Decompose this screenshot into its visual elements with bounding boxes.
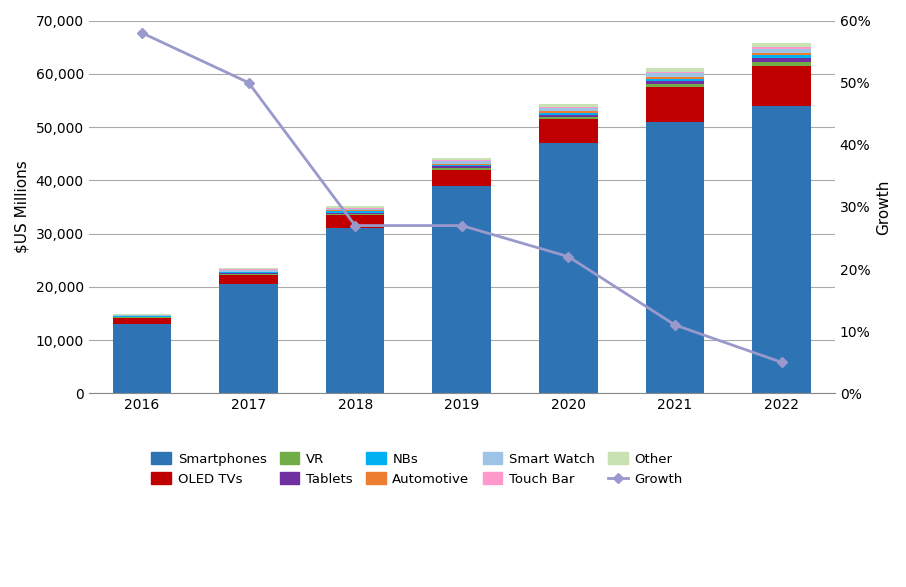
Bar [646,73,704,77]
Growth [350,222,361,229]
Bar [539,107,598,109]
Bar [752,58,811,62]
Bar [112,318,171,324]
Bar [432,165,491,167]
Bar [752,55,811,58]
Y-axis label: Growth: Growth [876,179,891,235]
Bar [539,115,598,117]
Bar [752,106,811,393]
Growth [243,79,254,86]
Bar [219,269,278,270]
Growth [776,359,787,366]
Bar [326,208,384,211]
Bar [326,211,384,212]
Bar [219,270,278,272]
Line: Growth: Growth [139,29,785,366]
Bar [539,104,598,107]
Bar [326,214,384,215]
Bar [432,170,491,185]
Bar [219,268,278,269]
Bar [432,158,491,160]
Bar [539,113,598,115]
Bar [646,84,704,87]
Bar [326,212,384,214]
Bar [539,112,598,113]
Bar [219,272,278,273]
Bar [539,143,598,393]
Bar [646,77,704,79]
Bar [432,160,491,161]
Bar [112,314,171,315]
Bar [432,168,491,170]
Bar [219,273,278,274]
Bar [752,49,811,53]
Bar [752,47,811,49]
Bar [432,161,491,164]
Bar [112,324,171,393]
Growth [457,222,467,229]
Bar [432,164,491,165]
Bar [432,185,491,393]
Bar [539,119,598,143]
Bar [646,69,704,72]
Bar [219,284,278,393]
Bar [326,206,384,208]
Bar [752,62,811,66]
Y-axis label: $US Millions: $US Millions [15,161,30,254]
Bar [219,275,278,284]
Bar [219,274,278,275]
Bar [326,215,384,228]
Bar [646,72,704,73]
Bar [432,167,491,168]
Bar [326,228,384,393]
Bar [539,117,598,119]
Bar [752,53,811,55]
Bar [752,66,811,106]
Growth [137,29,148,36]
Growth [670,322,680,329]
Bar [646,81,704,84]
Bar [752,43,811,47]
Bar [646,87,704,122]
Legend: Smartphones, OLED TVs, VR, Tablets, NBs, Automotive, Smart Watch, Touch Bar, Oth: Smartphones, OLED TVs, VR, Tablets, NBs,… [146,447,688,491]
Bar [112,315,171,316]
Bar [646,79,704,81]
Bar [539,109,598,112]
Bar [646,122,704,393]
Growth [563,253,573,260]
